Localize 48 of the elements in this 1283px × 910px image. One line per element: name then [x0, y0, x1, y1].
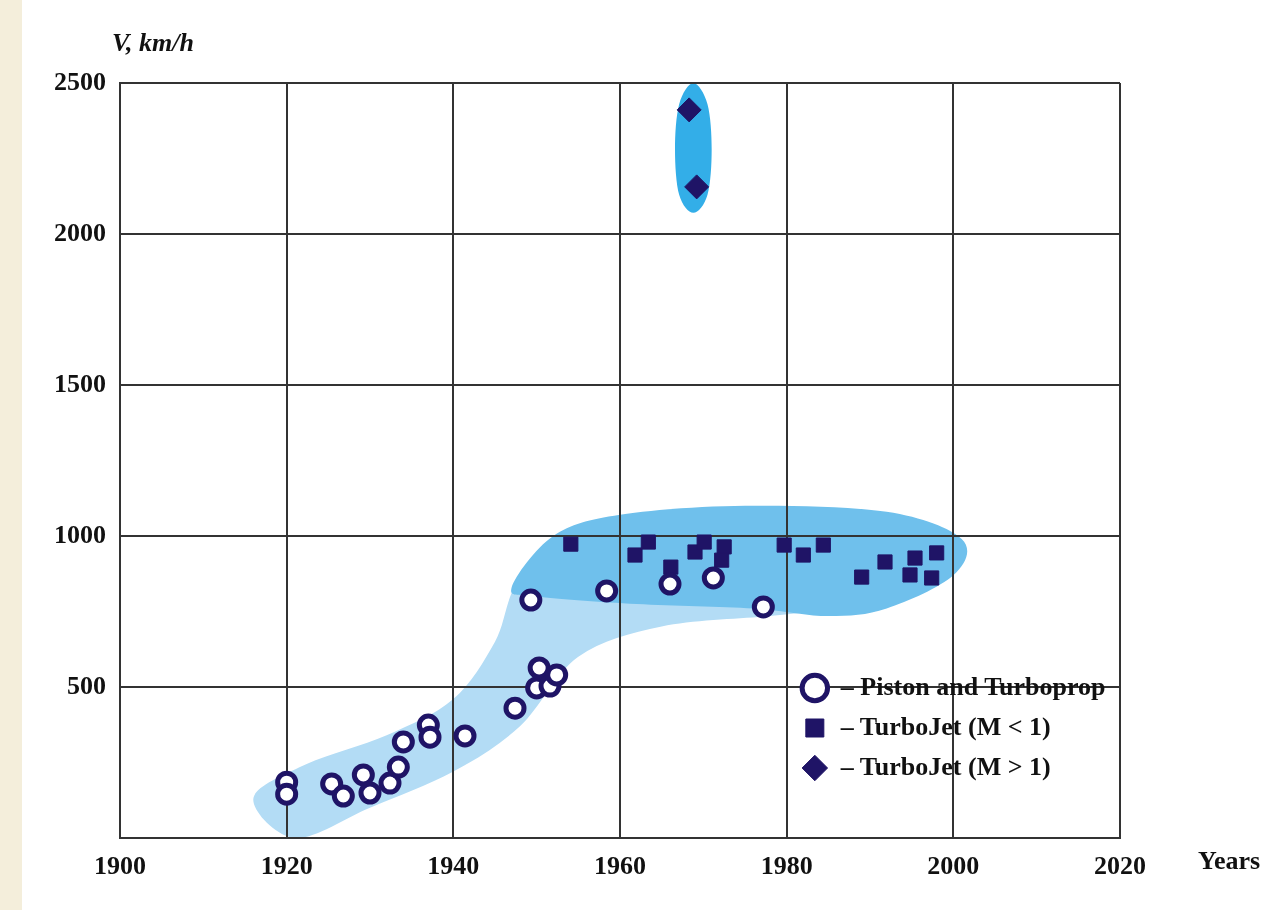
x-axis-title: Years [1198, 846, 1261, 876]
point [658, 572, 682, 596]
point [701, 566, 725, 590]
point [331, 784, 355, 808]
point [519, 588, 543, 612]
point [795, 547, 811, 563]
point [563, 536, 579, 552]
y-tick-label: 500 [67, 670, 106, 700]
x-tick-label: 1900 [94, 851, 146, 881]
point [902, 567, 918, 583]
point [545, 663, 569, 687]
point [640, 534, 656, 550]
point [854, 569, 870, 585]
point [453, 724, 477, 748]
point [714, 552, 730, 568]
point [751, 595, 775, 619]
point [684, 174, 710, 200]
point [503, 696, 527, 720]
point [877, 554, 893, 570]
point [676, 97, 702, 123]
x-tick-label: 1980 [760, 851, 813, 881]
point [418, 725, 442, 749]
x-tick-label: 1960 [594, 851, 646, 881]
y-tick-label: 2500 [54, 66, 106, 96]
x-tick-label: 1920 [260, 851, 313, 881]
point [627, 547, 643, 563]
y-axis-title: V, km/h [112, 28, 194, 58]
y-tick-label: 2000 [54, 217, 106, 247]
point [929, 545, 945, 561]
point [776, 537, 792, 553]
point [815, 537, 831, 553]
point [275, 782, 299, 806]
point [386, 755, 410, 779]
x-tick-label: 1940 [427, 851, 480, 881]
point [924, 570, 940, 586]
point [391, 730, 415, 754]
point [378, 771, 402, 795]
point [907, 550, 923, 566]
y-tick-label: 1500 [54, 368, 106, 398]
x-tick-label: 2000 [927, 851, 980, 881]
point [527, 656, 551, 680]
point [595, 579, 619, 603]
point [351, 763, 375, 787]
point [663, 559, 679, 575]
point [696, 534, 712, 550]
x-tick-label: 2020 [1094, 851, 1146, 881]
point [358, 781, 382, 805]
y-tick-label: 1000 [54, 519, 106, 549]
